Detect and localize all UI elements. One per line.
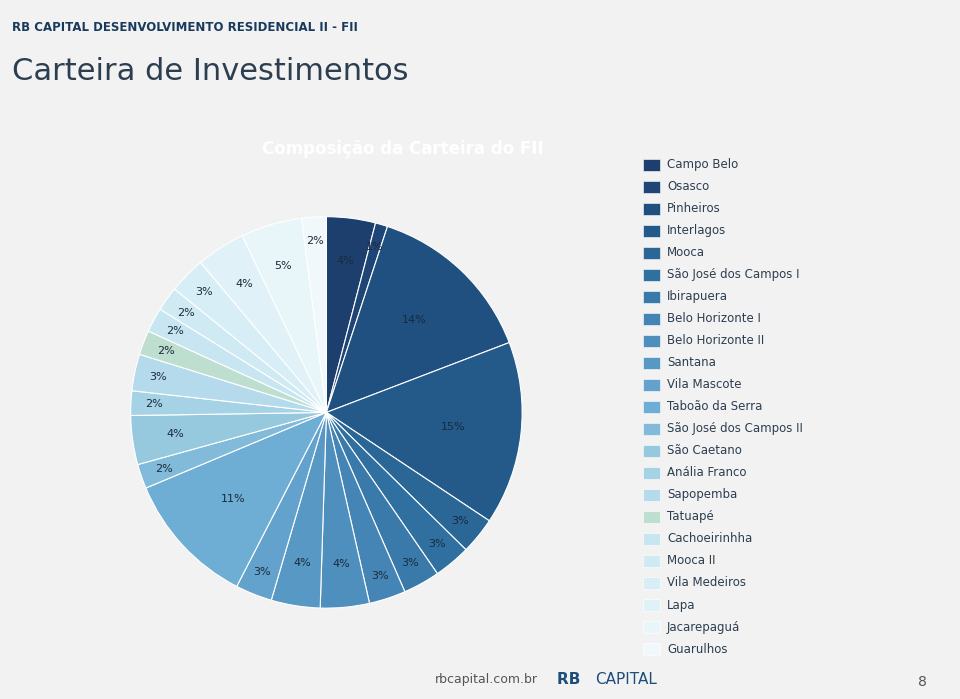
Text: São José dos Campos II: São José dos Campos II — [667, 422, 803, 435]
Text: 3%: 3% — [195, 287, 212, 296]
Text: 14%: 14% — [402, 315, 426, 325]
Text: 2%: 2% — [146, 399, 163, 409]
Wedge shape — [326, 226, 509, 412]
Wedge shape — [326, 223, 388, 412]
Text: Composição da Carteira do FII: Composição da Carteira do FII — [262, 140, 544, 157]
Bar — [643, 489, 660, 501]
Text: Taboão da Serra: Taboão da Serra — [667, 401, 762, 413]
Bar — [643, 225, 660, 237]
Text: Ibirapuera: Ibirapuera — [667, 290, 728, 303]
Text: Sapopemba: Sapopemba — [667, 489, 737, 501]
Text: Mooca II: Mooca II — [667, 554, 715, 568]
Text: Interlagos: Interlagos — [667, 224, 727, 238]
Bar — [643, 577, 660, 589]
Text: São José dos Campos I: São José dos Campos I — [667, 268, 800, 281]
Text: Belo Horizonte I: Belo Horizonte I — [667, 312, 761, 325]
Wedge shape — [131, 412, 326, 465]
Bar — [643, 379, 660, 391]
Text: 3%: 3% — [401, 558, 419, 568]
Bar — [643, 423, 660, 435]
Wedge shape — [201, 236, 326, 412]
Bar — [643, 181, 660, 193]
Text: 2%: 2% — [166, 326, 183, 336]
Text: Santana: Santana — [667, 356, 716, 369]
Text: rbcapital.com.br: rbcapital.com.br — [435, 673, 538, 686]
Text: 1%: 1% — [366, 242, 384, 252]
Wedge shape — [132, 354, 326, 412]
Text: Lapa: Lapa — [667, 598, 695, 612]
Bar — [643, 621, 660, 633]
Wedge shape — [175, 263, 326, 412]
Wedge shape — [237, 412, 326, 600]
Bar — [643, 335, 660, 347]
Text: 11%: 11% — [221, 493, 245, 504]
Wedge shape — [321, 412, 370, 608]
Wedge shape — [326, 412, 438, 592]
Text: 2%: 2% — [178, 308, 195, 317]
Text: 3%: 3% — [428, 540, 446, 549]
Text: CAPITAL: CAPITAL — [595, 672, 657, 687]
Bar — [643, 356, 660, 369]
Bar — [643, 247, 660, 259]
Text: Belo Horizonte II: Belo Horizonte II — [667, 334, 764, 347]
Wedge shape — [326, 412, 490, 549]
Bar — [643, 643, 660, 655]
Text: 3%: 3% — [253, 568, 271, 577]
Text: 2%: 2% — [306, 236, 324, 245]
Bar — [643, 533, 660, 545]
Text: Carteira de Investimentos: Carteira de Investimentos — [12, 57, 409, 87]
Text: 5%: 5% — [275, 261, 292, 271]
Text: 3%: 3% — [451, 516, 468, 526]
Text: 4%: 4% — [332, 559, 349, 570]
Text: 3%: 3% — [149, 372, 167, 382]
Text: 4%: 4% — [337, 256, 354, 266]
Bar — [643, 401, 660, 413]
Text: Pinheiros: Pinheiros — [667, 202, 721, 215]
Text: Mooca: Mooca — [667, 246, 705, 259]
Wedge shape — [272, 412, 326, 608]
Bar — [643, 159, 660, 171]
Wedge shape — [146, 412, 326, 586]
Bar — [643, 599, 660, 611]
Wedge shape — [326, 217, 375, 412]
Text: Cachoeirinhha: Cachoeirinhha — [667, 533, 753, 545]
Wedge shape — [326, 412, 466, 574]
Text: Tatuapé: Tatuapé — [667, 510, 713, 524]
Bar — [643, 467, 660, 479]
Wedge shape — [139, 331, 326, 412]
Bar — [643, 555, 660, 567]
Wedge shape — [301, 217, 326, 412]
Text: Campo Belo: Campo Belo — [667, 158, 738, 171]
Wedge shape — [326, 412, 405, 603]
Text: Vila Medeiros: Vila Medeiros — [667, 577, 746, 589]
Bar — [643, 269, 660, 281]
Bar — [643, 511, 660, 523]
Text: Jacarepaguá: Jacarepaguá — [667, 621, 740, 633]
Text: Vila Mascote: Vila Mascote — [667, 378, 741, 391]
Text: RB CAPITAL DESENVOLVIMENTO RESIDENCIAL II - FII: RB CAPITAL DESENVOLVIMENTO RESIDENCIAL I… — [12, 22, 358, 34]
Text: 4%: 4% — [294, 559, 311, 568]
Text: 2%: 2% — [156, 346, 175, 356]
Wedge shape — [137, 412, 326, 488]
Text: 3%: 3% — [372, 571, 389, 581]
Wedge shape — [160, 289, 326, 412]
Text: Osasco: Osasco — [667, 180, 709, 194]
Text: 4%: 4% — [166, 429, 184, 439]
Text: 8: 8 — [918, 675, 926, 689]
Wedge shape — [242, 218, 326, 412]
Text: 15%: 15% — [441, 421, 466, 431]
Bar — [643, 203, 660, 215]
Text: São Caetano: São Caetano — [667, 445, 742, 457]
Wedge shape — [131, 391, 326, 415]
Wedge shape — [326, 343, 522, 521]
Bar — [643, 445, 660, 457]
Text: Anália Franco: Anália Franco — [667, 466, 747, 480]
Bar — [643, 313, 660, 325]
Text: 2%: 2% — [155, 463, 173, 474]
Wedge shape — [149, 309, 326, 412]
Text: RB: RB — [557, 672, 586, 687]
Text: Guarulhos: Guarulhos — [667, 642, 728, 656]
Bar — [643, 291, 660, 303]
Text: 4%: 4% — [235, 279, 252, 289]
